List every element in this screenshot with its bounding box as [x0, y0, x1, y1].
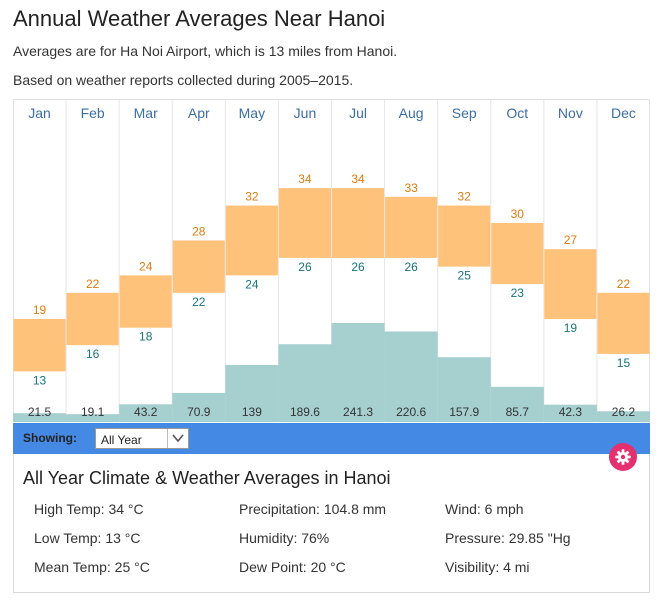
precip-label-jun: 189.6 [290, 405, 320, 419]
precip-label-apr: 70.9 [187, 405, 211, 419]
low-label-apr: 22 [192, 295, 206, 309]
high-label-may: 32 [245, 190, 259, 204]
low-label-jul: 26 [351, 260, 365, 274]
month-label-aug: Aug [399, 105, 424, 121]
chevron-down-icon[interactable] [167, 429, 188, 448]
stat-mean-temp: Mean Temp: 25 °C [34, 559, 150, 575]
low-label-dec: 15 [617, 356, 631, 370]
precip-label-jan: 21.5 [28, 405, 52, 419]
precip-label-nov: 42.3 [559, 405, 583, 419]
temp-bar-apr [172, 240, 225, 293]
high-label-dec: 22 [617, 277, 631, 291]
precip-label-dec: 26.2 [612, 405, 636, 419]
high-label-apr: 28 [192, 224, 206, 238]
precip-label-oct: 85.7 [506, 405, 530, 419]
low-label-mar: 18 [139, 330, 153, 344]
precip-bar-jan [13, 413, 67, 422]
station-note: Averages are for Ha Noi Airport, which i… [13, 43, 398, 59]
stat-humidity: Humidity: 76% [239, 530, 330, 546]
period-note: Based on weather reports collected durin… [13, 72, 354, 88]
low-label-aug: 26 [404, 260, 418, 274]
precip-bar-oct [490, 386, 544, 422]
precip-bar-nov [543, 404, 597, 422]
precip-bar-jun [278, 344, 332, 422]
low-label-jan: 13 [33, 373, 47, 387]
weather-chart: Jan 19 13 21.5 Feb 22 16 19.1 Mar 24 18 43.2 Apr 28 22… [13, 99, 650, 422]
precip-label-feb: 19.1 [81, 405, 105, 419]
stat-low-temp: Low Temp: 13 °C [34, 530, 141, 546]
stat-high-temp: High Temp: 34 °C [34, 501, 144, 517]
month-label-nov: Nov [558, 105, 583, 121]
precip-label-jul: 241.3 [343, 405, 373, 419]
temp-bar-aug [385, 196, 438, 258]
low-label-nov: 19 [564, 321, 578, 335]
month-label-jan: Jan [28, 105, 51, 121]
stat-pressure: Pressure: 29.85 "Hg [445, 530, 571, 546]
temp-bar-feb [66, 292, 119, 346]
precip-label-may: 139 [242, 405, 262, 419]
precip-bar-may [225, 364, 279, 422]
precip-bar-aug [384, 331, 438, 422]
high-label-aug: 33 [404, 181, 418, 195]
temp-bar-jul [332, 188, 385, 258]
precip-label-aug: 220.6 [396, 405, 426, 419]
low-label-jun: 26 [298, 260, 312, 274]
temp-bar-sep [438, 205, 491, 267]
high-label-mar: 24 [139, 259, 153, 273]
month-label-jun: Jun [294, 105, 317, 121]
summary-panel: All Year Climate & Weather Averages in H… [13, 454, 650, 593]
month-label-apr: Apr [188, 105, 210, 121]
low-label-oct: 23 [511, 286, 525, 300]
low-label-may: 24 [245, 277, 259, 291]
temp-bar-dec [597, 292, 650, 354]
precip-bar-feb [66, 414, 120, 422]
precip-bar-jul [331, 323, 385, 422]
high-label-jun: 34 [298, 172, 312, 186]
month-label-mar: Mar [134, 105, 158, 121]
stat-precipitation: Precipitation: 104.8 mm [239, 501, 387, 517]
stat-dew-point: Dew Point: 20 °C [239, 559, 346, 575]
summary-title: All Year Climate & Weather Averages in H… [23, 468, 391, 488]
month-label-dec: Dec [611, 105, 636, 121]
page-title: Annual Weather Averages Near Hanoi [13, 6, 386, 31]
precip-bar-dec [596, 411, 650, 422]
gear-icon [615, 449, 631, 465]
low-label-feb: 16 [86, 347, 100, 361]
settings-button[interactable] [609, 443, 637, 471]
month-label-may: May [239, 105, 265, 121]
temp-bar-nov [544, 249, 597, 319]
control-bar: Showing: All Year [13, 423, 650, 454]
low-label-sep: 25 [458, 269, 472, 283]
high-label-feb: 22 [86, 277, 100, 291]
temp-bar-jan [13, 319, 66, 372]
period-select[interactable]: All Year [95, 428, 189, 449]
precip-bar-apr [172, 392, 226, 422]
high-label-sep: 32 [458, 190, 472, 204]
temp-bar-jun [278, 188, 331, 258]
showing-label: Showing: [23, 431, 77, 445]
precip-bar-sep [437, 357, 491, 422]
precip-bar-mar [119, 404, 173, 422]
stat-wind: Wind: 6 mph [445, 501, 524, 517]
temp-bar-mar [119, 275, 172, 328]
temp-bar-may [225, 205, 278, 276]
month-label-jul: Jul [349, 105, 367, 121]
high-label-nov: 27 [564, 233, 578, 247]
high-label-jul: 34 [351, 172, 365, 186]
month-label-feb: Feb [81, 105, 105, 121]
stat-visibility: Visibility: 4 mi [445, 559, 530, 575]
high-label-jan: 19 [33, 303, 47, 317]
month-label-oct: Oct [506, 105, 528, 121]
precip-label-mar: 43.2 [134, 405, 158, 419]
high-label-oct: 30 [511, 207, 525, 221]
temp-bar-oct [491, 223, 544, 285]
precip-label-sep: 157.9 [449, 405, 479, 419]
month-label-sep: Sep [452, 105, 477, 121]
period-select-value: All Year [101, 433, 142, 447]
